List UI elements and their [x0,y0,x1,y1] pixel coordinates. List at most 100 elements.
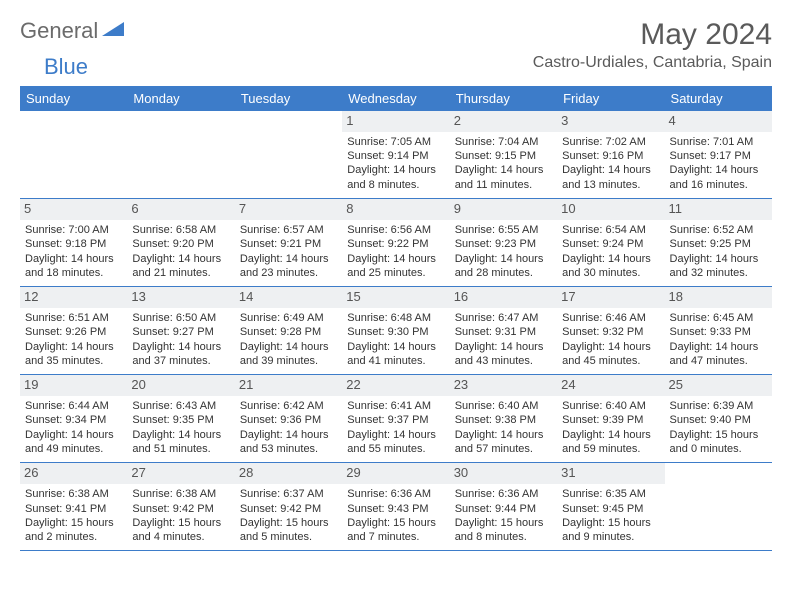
sunset-line: Sunset: 9:16 PM [562,149,659,163]
sunrise-line: Sunrise: 6:36 AM [347,487,444,501]
day-number: 9 [450,199,557,220]
daylight-line: Daylight: 14 hours and 53 minutes. [240,428,337,457]
location: Castro-Urdiales, Cantabria, Spain [533,54,772,72]
day-number: 27 [127,463,234,484]
day-number: 18 [665,287,772,308]
day-cell: 23Sunrise: 6:40 AMSunset: 9:38 PMDayligh… [450,375,557,462]
daylight-line: Daylight: 14 hours and 39 minutes. [240,340,337,369]
week-row: 5Sunrise: 7:00 AMSunset: 9:18 PMDaylight… [20,199,772,287]
sunrise-line: Sunrise: 7:01 AM [670,135,767,149]
daylight-line: Daylight: 15 hours and 7 minutes. [347,516,444,545]
day-number: 8 [342,199,449,220]
day-number: 22 [342,375,449,396]
day-cell: 21Sunrise: 6:42 AMSunset: 9:36 PMDayligh… [235,375,342,462]
day-cell: 15Sunrise: 6:48 AMSunset: 9:30 PMDayligh… [342,287,449,374]
sunset-line: Sunset: 9:25 PM [670,237,767,251]
weekday-header: Thursday [450,86,557,111]
sunset-line: Sunset: 9:24 PM [562,237,659,251]
day-cell: 17Sunrise: 6:46 AMSunset: 9:32 PMDayligh… [557,287,664,374]
sunrise-line: Sunrise: 6:39 AM [670,399,767,413]
day-cell [235,111,342,198]
day-cell [665,463,772,550]
sunrise-line: Sunrise: 6:54 AM [562,223,659,237]
sunrise-line: Sunrise: 6:57 AM [240,223,337,237]
daylight-line: Daylight: 14 hours and 32 minutes. [670,252,767,281]
day-number: 1 [342,111,449,132]
day-cell: 12Sunrise: 6:51 AMSunset: 9:26 PMDayligh… [20,287,127,374]
sunrise-line: Sunrise: 6:38 AM [132,487,229,501]
daylight-line: Daylight: 14 hours and 11 minutes. [455,163,552,192]
daylight-line: Daylight: 14 hours and 8 minutes. [347,163,444,192]
sunrise-line: Sunrise: 6:47 AM [455,311,552,325]
day-number: 13 [127,287,234,308]
day-number: 23 [450,375,557,396]
sunrise-line: Sunrise: 6:44 AM [25,399,122,413]
day-number: 4 [665,111,772,132]
day-cell: 28Sunrise: 6:37 AMSunset: 9:42 PMDayligh… [235,463,342,550]
sunset-line: Sunset: 9:30 PM [347,325,444,339]
day-number: 5 [20,199,127,220]
sunset-line: Sunset: 9:22 PM [347,237,444,251]
sunset-line: Sunset: 9:35 PM [132,413,229,427]
day-cell: 7Sunrise: 6:57 AMSunset: 9:21 PMDaylight… [235,199,342,286]
day-number: 25 [665,375,772,396]
sunrise-line: Sunrise: 6:35 AM [562,487,659,501]
daylight-line: Daylight: 15 hours and 2 minutes. [25,516,122,545]
sunset-line: Sunset: 9:21 PM [240,237,337,251]
day-cell: 14Sunrise: 6:49 AMSunset: 9:28 PMDayligh… [235,287,342,374]
sunset-line: Sunset: 9:38 PM [455,413,552,427]
day-number: 12 [20,287,127,308]
sunrise-line: Sunrise: 6:43 AM [132,399,229,413]
sunset-line: Sunset: 9:23 PM [455,237,552,251]
week-row: 1Sunrise: 7:05 AMSunset: 9:14 PMDaylight… [20,111,772,199]
daylight-line: Daylight: 15 hours and 0 minutes. [670,428,767,457]
daylight-line: Daylight: 14 hours and 47 minutes. [670,340,767,369]
daylight-line: Daylight: 14 hours and 28 minutes. [455,252,552,281]
day-number: 29 [342,463,449,484]
day-cell [20,111,127,198]
day-cell: 20Sunrise: 6:43 AMSunset: 9:35 PMDayligh… [127,375,234,462]
sunset-line: Sunset: 9:18 PM [25,237,122,251]
sunrise-line: Sunrise: 6:49 AM [240,311,337,325]
sunrise-line: Sunrise: 6:56 AM [347,223,444,237]
sunset-line: Sunset: 9:20 PM [132,237,229,251]
weekday-header: Sunday [20,86,127,111]
sunset-line: Sunset: 9:41 PM [25,502,122,516]
sunset-line: Sunset: 9:36 PM [240,413,337,427]
daylight-line: Daylight: 14 hours and 18 minutes. [25,252,122,281]
weekday-header: Saturday [665,86,772,111]
calendar: SundayMondayTuesdayWednesdayThursdayFrid… [20,86,772,551]
sunrise-line: Sunrise: 7:02 AM [562,135,659,149]
daylight-line: Daylight: 14 hours and 35 minutes. [25,340,122,369]
day-number: 28 [235,463,342,484]
sunset-line: Sunset: 9:31 PM [455,325,552,339]
day-number: 31 [557,463,664,484]
day-cell: 3Sunrise: 7:02 AMSunset: 9:16 PMDaylight… [557,111,664,198]
weekday-header: Friday [557,86,664,111]
day-cell [127,111,234,198]
day-number: 14 [235,287,342,308]
day-cell: 5Sunrise: 7:00 AMSunset: 9:18 PMDaylight… [20,199,127,286]
day-cell: 9Sunrise: 6:55 AMSunset: 9:23 PMDaylight… [450,199,557,286]
daylight-line: Daylight: 14 hours and 45 minutes. [562,340,659,369]
weekday-header: Tuesday [235,86,342,111]
day-number: 17 [557,287,664,308]
day-cell: 16Sunrise: 6:47 AMSunset: 9:31 PMDayligh… [450,287,557,374]
sunrise-line: Sunrise: 6:52 AM [670,223,767,237]
sunrise-line: Sunrise: 7:05 AM [347,135,444,149]
daylight-line: Daylight: 14 hours and 59 minutes. [562,428,659,457]
logo: General [20,18,126,44]
sunrise-line: Sunrise: 6:37 AM [240,487,337,501]
day-cell: 11Sunrise: 6:52 AMSunset: 9:25 PMDayligh… [665,199,772,286]
day-cell: 27Sunrise: 6:38 AMSunset: 9:42 PMDayligh… [127,463,234,550]
sunset-line: Sunset: 9:14 PM [347,149,444,163]
month-title: May 2024 [533,18,772,52]
daylight-line: Daylight: 14 hours and 57 minutes. [455,428,552,457]
week-row: 12Sunrise: 6:51 AMSunset: 9:26 PMDayligh… [20,287,772,375]
logo-triangle-icon [102,20,124,43]
logo-text-blue: Blue [44,54,88,79]
daylight-line: Daylight: 15 hours and 4 minutes. [132,516,229,545]
daylight-line: Daylight: 14 hours and 49 minutes. [25,428,122,457]
sunset-line: Sunset: 9:15 PM [455,149,552,163]
sunset-line: Sunset: 9:32 PM [562,325,659,339]
